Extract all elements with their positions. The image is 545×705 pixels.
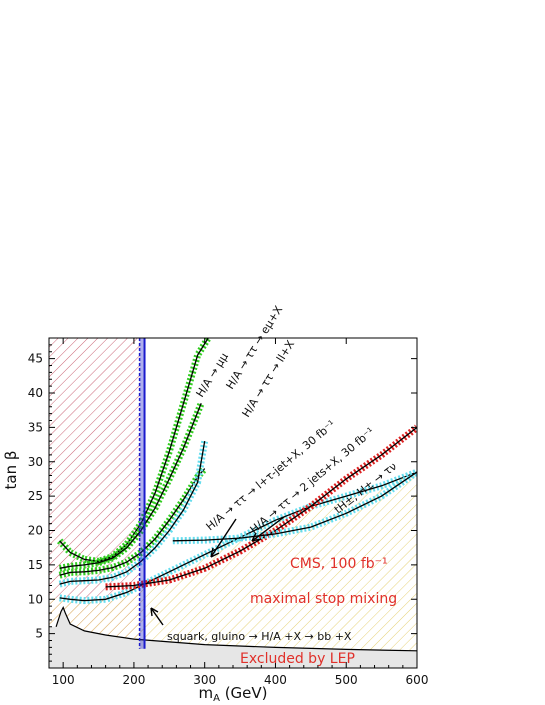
annotation-arrows <box>150 516 285 626</box>
lep-excluded-region <box>49 607 417 668</box>
series-line-4 <box>59 471 417 602</box>
y-tick-label: 35 <box>28 420 43 434</box>
band-layer <box>138 338 146 649</box>
series-layer <box>55 338 417 652</box>
y-tick-label: 20 <box>28 524 43 538</box>
series-line-0 <box>59 338 209 563</box>
x-tick-label: 100 <box>52 673 75 687</box>
y-axis-label: tan β <box>2 451 20 490</box>
stop-mixing-label: maximal stop mixing <box>250 591 397 607</box>
series-line-6 <box>172 471 417 542</box>
y-tick-label: 5 <box>35 627 43 641</box>
series-line-2 <box>59 468 206 576</box>
y-tick-label: 30 <box>28 455 43 469</box>
series-line-5 <box>105 426 417 588</box>
x-ticks: 100 200 300 400 500 600 <box>52 338 429 687</box>
squark-label: squark, gluino → H/A +X → bb +X <box>167 630 352 643</box>
x-tick-label: 600 <box>406 673 429 687</box>
series-line-1 <box>59 403 202 569</box>
x-tick-label: 300 <box>193 673 216 687</box>
series-line-3 <box>59 440 206 585</box>
x-axis-label: mA (GeV) <box>198 684 267 704</box>
y-tick-label: 15 <box>28 558 43 572</box>
y-tick-label: 25 <box>28 489 43 503</box>
x-tick-label: 400 <box>264 673 287 687</box>
y-ticks: 5 10 15 20 25 30 35 40 45 <box>28 344 417 662</box>
x-tick-label: 200 <box>122 673 145 687</box>
hatch-red-region <box>49 338 140 668</box>
x-axis-label-sub: A <box>213 693 220 704</box>
y-tick-label: 45 <box>28 352 43 366</box>
y-tick-label: 40 <box>28 386 43 400</box>
lep-label: Excluded by LEP <box>240 651 355 667</box>
x-tick-label: 500 <box>335 673 358 687</box>
cms-label: CMS, 100 fb⁻¹ <box>290 556 388 572</box>
lep-boundary-line <box>55 606 417 652</box>
y-tick-label: 10 <box>28 592 43 606</box>
band-fill-0 <box>139 338 145 649</box>
